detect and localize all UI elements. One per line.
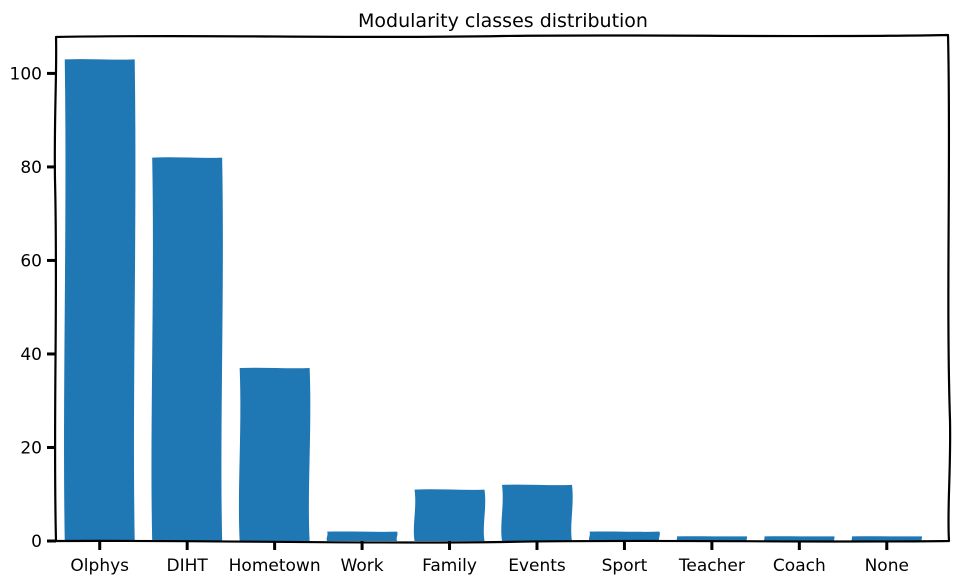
x-tick-label-none: None: [865, 556, 909, 576]
bar-hometown: [238, 367, 311, 541]
x-axis: Olphys DIHT Hometown Work Family Events Sport T…: [70, 541, 909, 576]
bar-family: [413, 489, 486, 541]
bar-none: [851, 536, 922, 541]
x-tick-label-hometown: Hometown: [229, 556, 321, 576]
chart-title: Modularity classes distribution: [358, 10, 648, 32]
y-tick-label: 60: [20, 251, 42, 271]
x-tick-label-olphys: Olphys: [70, 556, 129, 576]
bar-events: [501, 484, 573, 541]
x-tick-label-teacher: Teacher: [678, 556, 745, 576]
bar-work: [326, 531, 398, 541]
x-tick-label-sport: Sport: [602, 556, 648, 576]
x-tick-label-events: Events: [508, 556, 566, 576]
x-tick-label-family: Family: [422, 556, 477, 576]
x-tick-label-coach: Coach: [773, 556, 826, 576]
bar-coach: [764, 536, 835, 541]
y-tick-label: 40: [20, 345, 42, 365]
x-tick-label-work: Work: [341, 556, 384, 576]
bars-group: [64, 59, 922, 542]
y-tick-label: 80: [20, 158, 42, 178]
plot-frame: [53, 33, 952, 544]
bar-teacher: [676, 536, 748, 541]
x-tick-label-diht: DIHT: [167, 556, 209, 576]
bar-olphys: [64, 59, 136, 542]
y-tick-label: 100: [10, 64, 42, 84]
y-tick-label: 0: [31, 532, 42, 552]
y-tick-label: 20: [20, 438, 42, 458]
bar-diht: [151, 157, 223, 541]
bar-sport: [589, 531, 660, 541]
y-axis: 0 20 40 60 80 100: [10, 64, 56, 552]
